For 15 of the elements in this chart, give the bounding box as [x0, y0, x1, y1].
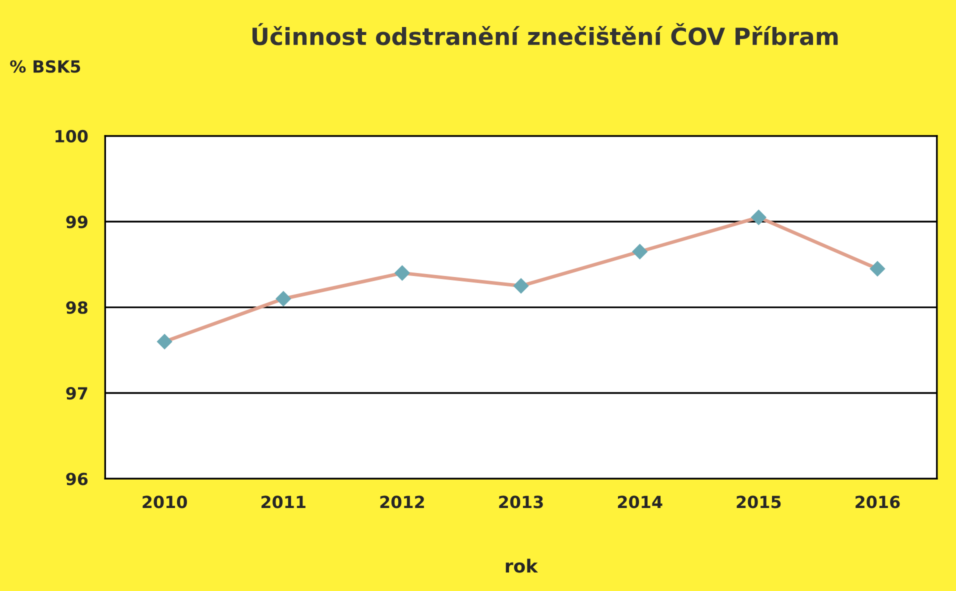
chart-title: Účinnost odstranění znečištění ČOV Příbram: [252, 23, 838, 46]
x-tick-label: 2015: [736, 496, 781, 508]
y-axis-title: % BSK5: [10, 60, 80, 73]
x-tick-label: 2013: [499, 496, 543, 508]
x-tick-label: 2016: [856, 496, 900, 508]
y-tick-label: 97: [66, 386, 88, 400]
x-tick-label: 2011: [262, 496, 306, 508]
y-tick-label: 96: [66, 472, 88, 486]
x-tick-label: 2014: [618, 496, 662, 508]
y-tick-label: 98: [66, 301, 88, 314]
y-tick-label: 100: [56, 130, 88, 142]
x-tick-label: 2012: [380, 496, 424, 508]
x-tick-label: 2010: [142, 496, 187, 508]
y-tick-label: 99: [66, 216, 88, 228]
x-axis-title: rok: [506, 558, 538, 573]
